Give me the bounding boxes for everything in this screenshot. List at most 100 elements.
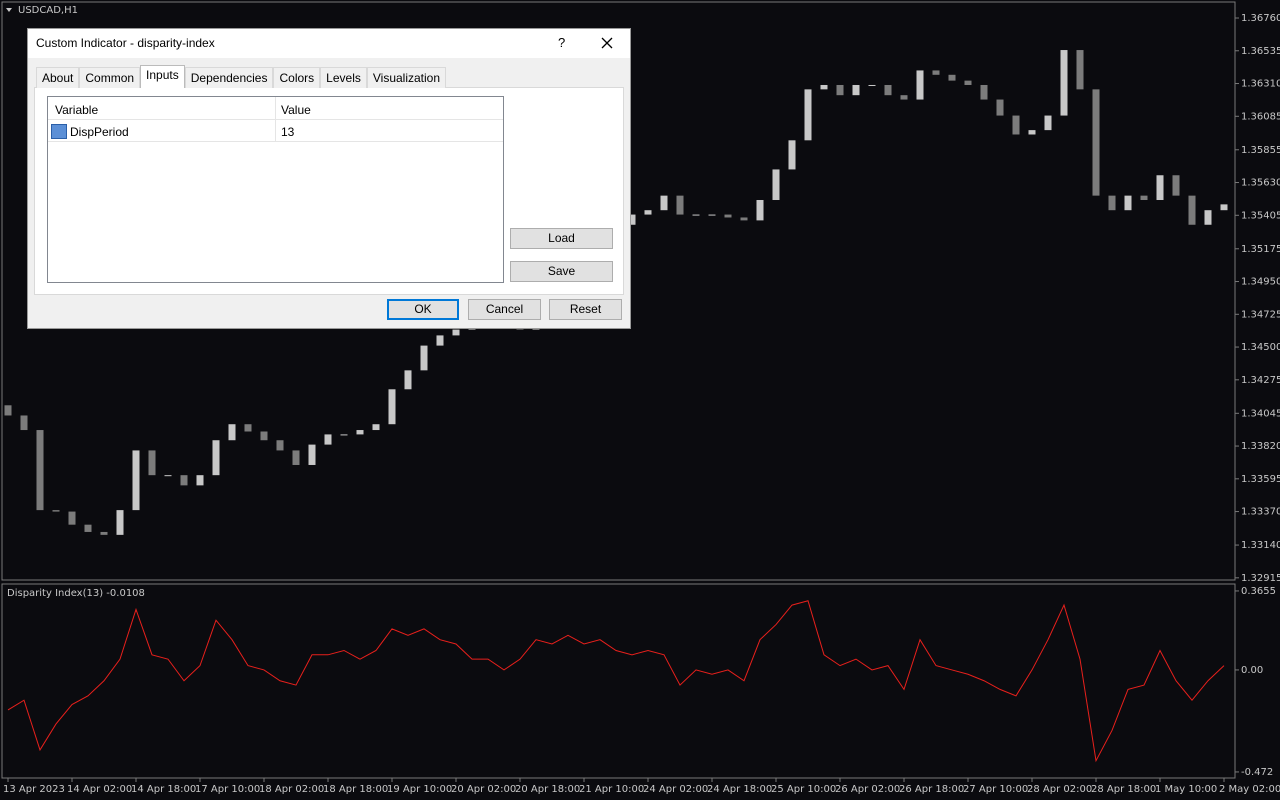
candle xyxy=(356,430,364,435)
inputs-table: Variable Value DispPeriod 13 xyxy=(47,96,504,283)
candle xyxy=(52,510,60,512)
y-tick-label: 1.36535 xyxy=(1241,46,1280,57)
candle xyxy=(388,389,396,425)
indicator-pane xyxy=(1,583,1236,779)
y-tick-label: 1.36760 xyxy=(1241,13,1280,24)
candle xyxy=(148,450,156,476)
candle xyxy=(1172,175,1180,196)
candle xyxy=(84,524,92,532)
symbol-label: USDCAD,H1 xyxy=(18,5,78,16)
candle xyxy=(324,434,332,445)
candle xyxy=(1012,115,1020,135)
reset-button[interactable]: Reset xyxy=(549,299,622,320)
candle xyxy=(180,475,188,486)
candle xyxy=(1092,89,1100,196)
candle xyxy=(660,195,668,211)
candle xyxy=(20,415,28,431)
y-tick-label: 1.34275 xyxy=(1241,375,1280,386)
tab[interactable]: Dependencies xyxy=(184,67,274,88)
y-tick-label: 1.36085 xyxy=(1241,111,1280,122)
candle xyxy=(196,475,204,486)
cancel-button[interactable]: Cancel xyxy=(468,299,541,320)
candle xyxy=(756,200,764,221)
candle xyxy=(1156,175,1164,201)
save-button[interactable]: Save xyxy=(510,261,613,282)
candle xyxy=(628,214,636,225)
row-divider xyxy=(48,141,503,142)
x-tick-label: 26 Apr 02:00 xyxy=(835,784,900,795)
candle xyxy=(1140,195,1148,201)
y-tick-label: 1.33370 xyxy=(1241,507,1280,518)
tab[interactable]: Visualization xyxy=(366,67,447,88)
x-tick-label: 18 Apr 02:00 xyxy=(259,784,324,795)
y-tick-label: 1.35630 xyxy=(1241,178,1280,189)
x-tick-label: 27 Apr 10:00 xyxy=(963,784,1028,795)
candle xyxy=(1204,210,1212,225)
candle xyxy=(372,424,380,431)
column-header: Variable xyxy=(55,103,99,117)
candle xyxy=(68,511,76,525)
variable-name[interactable]: DispPeriod xyxy=(70,125,129,139)
candle xyxy=(692,214,700,216)
x-tick-label: 13 Apr 2023 xyxy=(3,784,65,795)
y-tick-label: 1.34500 xyxy=(1241,342,1280,353)
number-icon xyxy=(51,124,67,139)
candle xyxy=(916,70,924,100)
x-tick-label: 19 Apr 10:00 xyxy=(387,784,452,795)
y-tick-label: -0.472 xyxy=(1241,767,1273,778)
help-button[interactable]: ? xyxy=(558,35,566,50)
x-tick-label: 28 Apr 18:00 xyxy=(1091,784,1156,795)
candle xyxy=(1060,50,1068,116)
candle xyxy=(436,335,444,346)
tab[interactable]: Inputs xyxy=(140,65,185,88)
candle xyxy=(228,424,236,441)
candle xyxy=(164,475,172,477)
tab[interactable]: Colors xyxy=(273,67,321,88)
column-header: Value xyxy=(281,103,311,117)
y-tick-label: 1.33140 xyxy=(1241,540,1280,551)
tab-bar: About Common Inputs Dependencies Colors Level… xyxy=(36,65,447,88)
x-tick-label: 1 May 10:00 xyxy=(1155,784,1217,795)
menu-arrow[interactable] xyxy=(6,8,12,12)
candle xyxy=(420,345,428,371)
candle xyxy=(1124,195,1132,211)
candle xyxy=(820,84,828,90)
tab[interactable]: Levels xyxy=(320,67,367,88)
y-tick-label: 1.32915 xyxy=(1241,573,1280,584)
candle xyxy=(36,430,44,511)
candle xyxy=(852,84,860,96)
tab-panel: Variable Value DispPeriod 13 xyxy=(34,87,624,295)
tab[interactable]: Common xyxy=(79,67,141,88)
candle xyxy=(996,99,1004,116)
x-tick-label: 24 Apr 18:00 xyxy=(707,784,772,795)
y-tick-label: 1.35405 xyxy=(1241,210,1280,221)
candle xyxy=(708,214,716,216)
price-pane xyxy=(1,1,1236,581)
candle xyxy=(308,444,316,465)
y-tick-label: 0.00 xyxy=(1241,665,1263,676)
candle xyxy=(276,440,284,451)
x-tick-label: 28 Apr 02:00 xyxy=(1027,784,1092,795)
close-button[interactable] xyxy=(601,37,613,49)
candle xyxy=(836,84,844,96)
x-tick-label: 24 Apr 02:00 xyxy=(643,784,708,795)
candle xyxy=(212,440,220,476)
candle xyxy=(452,329,460,336)
candle xyxy=(804,89,812,141)
y-tick-label: 1.33595 xyxy=(1241,474,1280,485)
x-tick-label: 21 Apr 10:00 xyxy=(579,784,644,795)
candle xyxy=(884,84,892,96)
ok-button[interactable]: OK xyxy=(387,299,459,320)
candle xyxy=(260,431,268,441)
dialog-title: Custom Indicator - disparity-index xyxy=(36,36,215,50)
tab[interactable]: About xyxy=(36,67,80,88)
candle xyxy=(1076,50,1084,90)
candle xyxy=(4,405,12,416)
load-button[interactable]: Load xyxy=(510,228,613,249)
x-tick-label: 17 Apr 10:00 xyxy=(195,784,260,795)
candle xyxy=(900,95,908,100)
variable-value[interactable]: 13 xyxy=(281,125,295,139)
candle xyxy=(740,217,748,221)
candle xyxy=(1108,195,1116,211)
indicator-line xyxy=(7,600,1225,763)
